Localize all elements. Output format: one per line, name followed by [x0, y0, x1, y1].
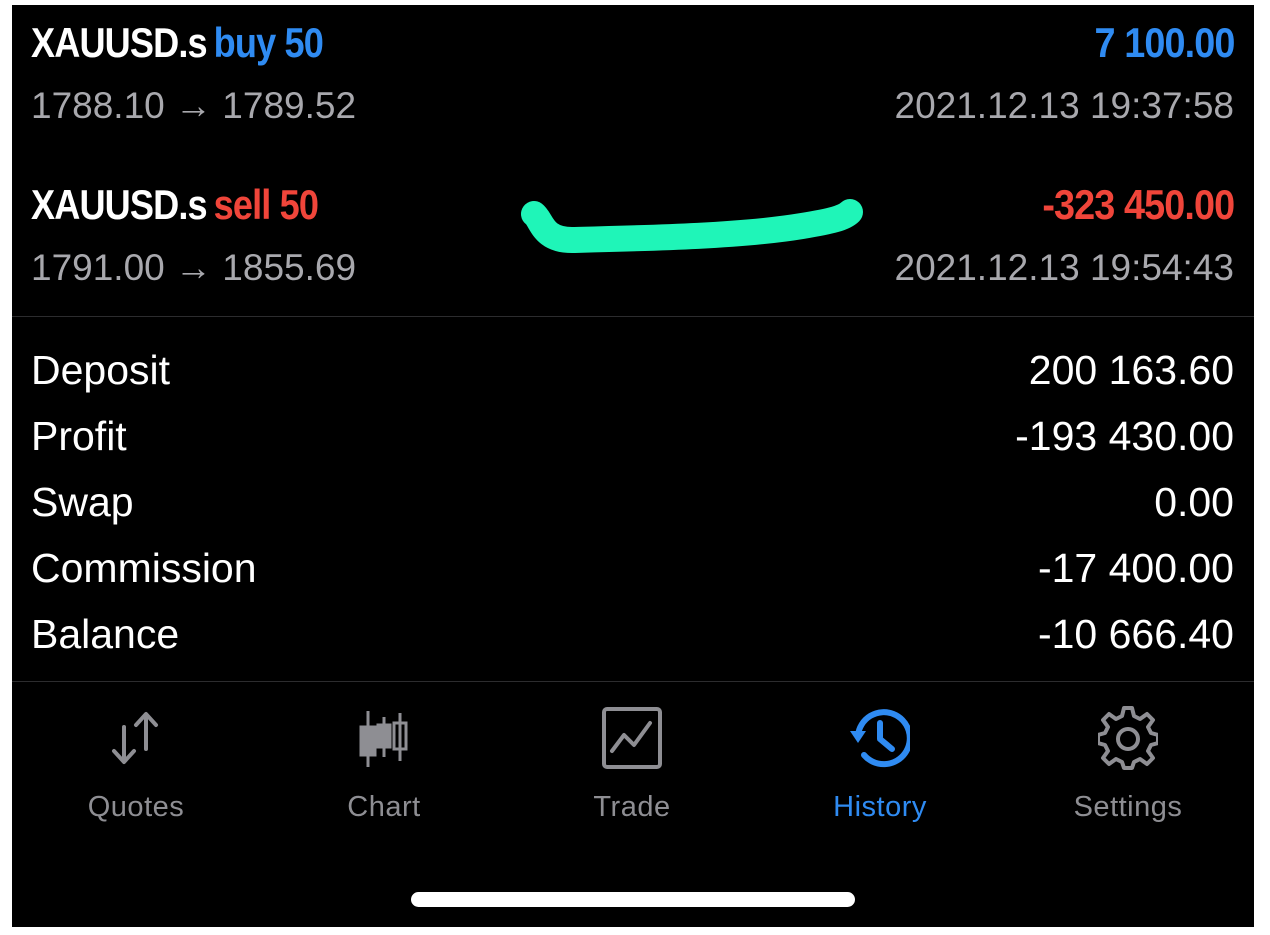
tab-chart[interactable]: Chart [260, 705, 508, 835]
divider [12, 681, 1254, 682]
deal-time: 2021.12.13 19:37:58 [894, 85, 1235, 126]
deal-row[interactable]: XAUUSD.s buy 50 1788.10 → 1789.52 7 100.0… [12, 5, 1254, 155]
deal-symbol: XAUUSD.s [31, 19, 208, 66]
profit-value: -193 430.00 [1015, 413, 1234, 459]
tab-quotes[interactable]: Quotes [12, 705, 260, 835]
balance-label: Balance [31, 611, 180, 657]
summary-row-balance: Balance -10 666.40 [12, 605, 1254, 671]
summary-row-commission: Commission -17 400.00 [12, 539, 1254, 605]
deal-profit: 7 100.00 [1094, 19, 1235, 66]
commission-value: -17 400.00 [1037, 545, 1234, 591]
swap-value: 0.00 [1154, 479, 1234, 525]
deal-time: 2021.12.13 19:54:43 [894, 247, 1235, 288]
candlestick-icon [359, 711, 408, 767]
deal-prices: 1791.00 → 1855.69 [31, 247, 357, 288]
deal-symbol-line: XAUUSD.s sell 50 [31, 181, 319, 229]
balance-value: -10 666.40 [1037, 611, 1234, 657]
history-screen: XAUUSD.s buy 50 1788.10 → 1789.52 7 100.0… [12, 5, 1254, 927]
gear-icon [1098, 706, 1158, 770]
commission-label: Commission [31, 545, 257, 591]
summary-section: Deposit 200 163.60 Profit -193 430.00 Sw… [12, 341, 1254, 671]
deal-prices: 1788.10 → 1789.52 [31, 85, 357, 126]
deal-type-volume: buy 50 [213, 19, 324, 66]
deal-type-volume: sell 50 [213, 181, 319, 228]
deal-row[interactable]: XAUUSD.s sell 50 1791.00 → 1855.69 -323 4… [12, 167, 1254, 317]
tab-trade[interactable]: Trade [508, 705, 756, 835]
divider [12, 316, 1254, 317]
deposit-value: 200 163.60 [1028, 347, 1234, 393]
quotes-arrows-icon [112, 712, 158, 764]
summary-row-deposit: Deposit 200 163.60 [12, 341, 1254, 407]
deal-symbol-line: XAUUSD.s buy 50 [31, 19, 324, 67]
scribble-mark [521, 199, 863, 253]
home-indicator[interactable] [411, 892, 855, 907]
tab-label: Settings [1073, 791, 1183, 823]
tab-bar: Quotes Chart T [12, 705, 1254, 835]
deal-profit: -323 450.00 [1042, 181, 1235, 228]
profit-label: Profit [31, 413, 127, 459]
tab-label: Trade [593, 791, 671, 823]
summary-row-swap: Swap 0.00 [12, 473, 1254, 539]
tab-label: Chart [347, 791, 421, 823]
deposit-label: Deposit [31, 347, 171, 393]
tab-label: History [833, 791, 927, 823]
swap-label: Swap [31, 479, 134, 525]
summary-row-profit: Profit -193 430.00 [12, 407, 1254, 473]
tab-label: Quotes [87, 791, 185, 823]
history-clock-icon [850, 709, 910, 768]
tab-history[interactable]: History [756, 705, 1004, 835]
trade-chart-icon [602, 707, 662, 769]
deal-symbol: XAUUSD.s [31, 181, 208, 228]
tab-settings[interactable]: Settings [1004, 705, 1252, 835]
